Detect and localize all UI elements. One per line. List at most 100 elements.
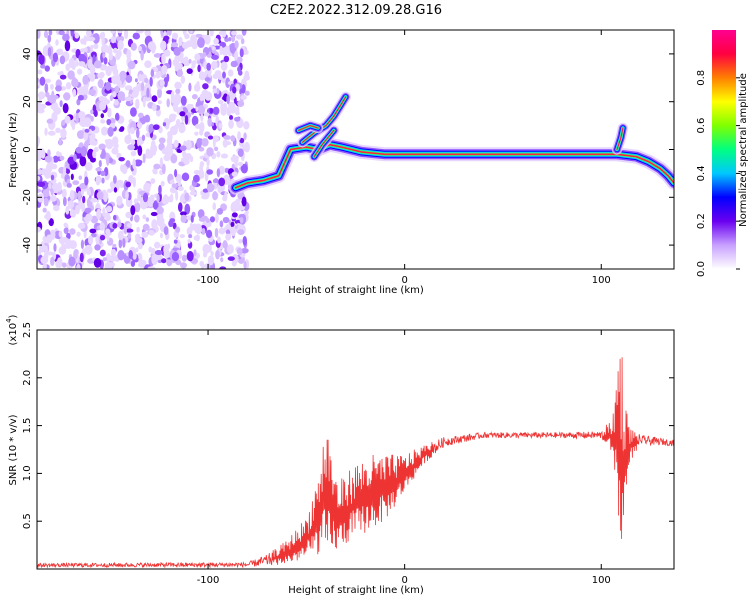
noise-blob	[184, 203, 191, 215]
noise-blob	[100, 170, 106, 177]
noise-blob	[150, 177, 156, 184]
noise-blob	[88, 235, 94, 245]
noise-blob	[105, 205, 113, 213]
noise-blob	[230, 135, 236, 142]
noise-blob	[220, 102, 224, 113]
noise-blob	[145, 217, 150, 222]
noise-blob	[76, 98, 81, 106]
noise-blob	[142, 192, 149, 203]
noise-blob	[124, 96, 132, 102]
noise-blob	[137, 145, 143, 157]
noise-blob	[68, 256, 76, 267]
noise-blob	[58, 30, 65, 36]
noise-blob	[97, 73, 101, 79]
noise-blob	[144, 77, 149, 84]
noise-blob	[63, 92, 71, 101]
noise-blob	[65, 63, 71, 71]
colorbar-tick-label: 0.0	[696, 261, 707, 277]
noise-blob	[140, 81, 145, 92]
noise-blob	[97, 78, 104, 89]
noise-blob	[214, 227, 219, 238]
noise-blob	[133, 198, 138, 204]
noise-blob	[44, 78, 52, 84]
noise-blob	[237, 161, 244, 167]
noise-blob	[191, 94, 198, 100]
noise-blob	[224, 37, 230, 43]
noise-blob	[181, 172, 190, 182]
noise-blob	[169, 186, 177, 194]
noise-blob	[90, 215, 99, 224]
noise-blob	[174, 124, 179, 130]
noise-blob	[196, 137, 202, 149]
noise-blob	[137, 242, 143, 250]
noise-blob	[199, 93, 204, 102]
noise-blob	[243, 141, 250, 153]
spectrogram-x-tick-label: -100	[197, 275, 220, 286]
noise-blob	[104, 261, 112, 269]
noise-blob	[230, 226, 236, 237]
noise-blob	[144, 114, 150, 123]
noise-blob	[163, 244, 169, 256]
noise-blob	[212, 202, 217, 211]
noise-blob	[61, 188, 67, 199]
noise-blob	[105, 81, 112, 91]
noise-blob	[47, 130, 56, 136]
noise-blob	[157, 87, 163, 99]
noise-blob	[44, 83, 49, 94]
noise-blob	[212, 88, 218, 94]
noise-blob	[128, 250, 134, 259]
noise-blob	[218, 177, 226, 187]
snr-y-tick-label: 0.5	[22, 513, 33, 529]
noise-blob	[156, 215, 165, 227]
noise-blob	[230, 201, 238, 213]
spectrogram-y-axis-label: Frequency (Hz)	[8, 112, 19, 188]
noise-blob	[37, 136, 40, 147]
noise-blob	[231, 155, 239, 160]
noise-blob	[240, 163, 248, 174]
noise-blob	[243, 121, 250, 130]
spectrogram-x-tick-label: 100	[592, 275, 611, 286]
noise-blob	[142, 223, 150, 231]
noise-blob	[45, 91, 50, 98]
noise-blob	[177, 202, 183, 213]
noise-blob	[158, 202, 162, 213]
noise-blob	[62, 196, 67, 207]
noise-blob	[45, 210, 51, 221]
noise-blob	[161, 196, 169, 205]
noise-blob	[159, 79, 165, 87]
noise-blob	[105, 65, 112, 77]
noise-blob	[58, 230, 63, 238]
noise-blob	[67, 200, 75, 209]
noise-blob	[169, 218, 176, 223]
noise-blob	[50, 256, 55, 266]
noise-blob	[207, 255, 215, 266]
noise-blob	[236, 247, 243, 255]
spectrogram-x-axis-label: Height of straight line (km)	[288, 285, 424, 296]
noise-blob	[93, 60, 102, 69]
noise-blob	[204, 91, 213, 101]
noise-blob	[114, 85, 120, 94]
noise-blob	[166, 98, 170, 108]
noise-blob	[156, 70, 162, 78]
noise-blob	[107, 107, 112, 118]
noise-blob	[212, 135, 220, 143]
noise-blob	[169, 113, 177, 119]
noise-blob	[96, 208, 102, 220]
noise-blob	[225, 233, 232, 241]
noise-blob	[194, 223, 198, 234]
noise-blob	[80, 239, 85, 250]
noise-blob	[185, 139, 192, 151]
noise-blob	[113, 187, 118, 193]
noise-blob	[177, 186, 184, 192]
noise-blob	[83, 47, 88, 53]
noise-blob	[55, 85, 62, 92]
noise-blob	[52, 101, 59, 113]
noise-blob	[116, 152, 122, 159]
noise-blob	[212, 178, 220, 184]
snr-y-multiplier-exp: 4	[5, 318, 13, 323]
noise-blob	[59, 55, 66, 65]
noise-blob	[56, 150, 60, 157]
noise-blob	[200, 170, 205, 179]
noise-blob	[160, 180, 165, 187]
